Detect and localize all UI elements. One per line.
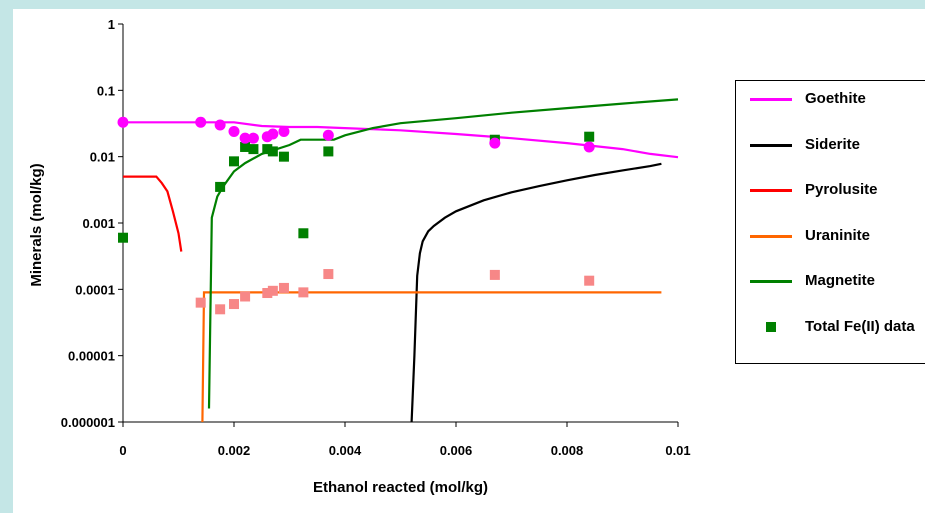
- x-tick-label: 0: [119, 443, 126, 458]
- legend-label: Goethite: [805, 90, 866, 107]
- data-point-total-fe-ii-data: [278, 151, 289, 162]
- x-tick-label: 0.01: [665, 443, 690, 458]
- series-line-magnetite: [207, 98, 679, 409]
- data-point-uranium-data: [489, 269, 500, 280]
- y-tick-label: 0.000001: [61, 415, 115, 430]
- legend-line-symbol: [750, 234, 792, 238]
- y-tick-label: 0.1: [97, 83, 115, 98]
- data-point-uranium-data: [240, 291, 251, 302]
- data-point-total-fe-ii-data: [262, 144, 273, 155]
- data-point-total-fe-iii-: [489, 137, 501, 149]
- y-tick-label: 0.00001: [68, 349, 115, 364]
- data-point-total-fe-ii-data: [118, 232, 128, 243]
- legend-swatch: [750, 218, 792, 264]
- y-tick-label: 0.0001: [75, 282, 115, 297]
- x-tick-label: 0.008: [551, 443, 584, 458]
- data-point-total-fe-iii-: [247, 132, 259, 144]
- legend-item: Siderite: [736, 127, 925, 173]
- data-point-total-fe-iii-: [278, 125, 290, 137]
- data-point-total-fe-ii-data: [267, 146, 278, 157]
- data-point-total-fe-ii-data: [215, 181, 226, 192]
- x-tick-label: 0.006: [440, 443, 473, 458]
- legend-label: Total Fe(II) data: [805, 317, 915, 335]
- series-line-goethite: [123, 121, 679, 159]
- series-line-siderite: [410, 162, 662, 422]
- data-point-uranium-data: [278, 282, 289, 293]
- legend-swatch: [750, 127, 792, 173]
- legend-item: Magnetite: [736, 263, 925, 309]
- legend-line-symbol: [750, 280, 792, 283]
- y-tick-label: 0.001: [82, 216, 115, 231]
- series-line-pyrolusite: [123, 175, 183, 252]
- legend-item: Total Fe(II) data: [736, 309, 925, 355]
- data-point-total-fe-iii-: [228, 125, 240, 137]
- x-tick-label: 0.002: [218, 443, 251, 458]
- data-point-total-fe-ii-data: [248, 144, 259, 155]
- legend-line-symbol: [750, 189, 792, 192]
- data-point-total-fe-iii-: [267, 128, 279, 140]
- data-point-total-fe-iii-: [117, 116, 129, 128]
- data-point-total-fe-ii-data: [323, 146, 334, 157]
- y-tick-label: 0.01: [90, 150, 115, 165]
- data-point-uranium-data: [267, 285, 278, 296]
- legend-swatch: [750, 81, 792, 127]
- legend-swatch: [750, 309, 792, 355]
- data-point-total-fe-ii-data: [298, 228, 309, 239]
- legend-square-symbol: [766, 321, 776, 332]
- legend-swatch: [750, 354, 792, 363]
- legend-line-symbol: [750, 98, 792, 101]
- legend-item: Uraninite: [736, 218, 925, 264]
- x-axis-title: Ethanol reacted (mol/kg): [313, 479, 488, 496]
- legend-label: Siderite: [805, 135, 861, 153]
- data-point-total-fe-iii-: [239, 132, 251, 144]
- data-point-total-fe-ii-data: [240, 141, 251, 152]
- data-point-uranium-data: [323, 269, 334, 280]
- legend-label: Pyrolusite: [805, 181, 878, 198]
- data-point-total-fe-ii-data: [584, 131, 595, 142]
- chart-plot: 0.000001 0.00001 0.0001 0.001 0.01 0.1 1 0 0.002…: [28, 17, 691, 496]
- legend-label: Uraninite: [805, 226, 871, 244]
- series-line-uraninite: [201, 291, 662, 422]
- data-point-uranium-data: [584, 275, 595, 286]
- legend-item: Goethite: [736, 81, 925, 127]
- legend-swatch: [750, 263, 792, 309]
- data-point-uranium-data: [215, 304, 226, 315]
- y-axis-title: Minerals (mol/kg): [28, 163, 45, 286]
- x-tick-label: 0.004: [329, 443, 362, 458]
- legend-label: Magnetite: [805, 272, 876, 289]
- data-point-total-fe-iii-: [195, 116, 207, 128]
- data-point-total-fe-iii-: [214, 119, 226, 131]
- data-point-total-fe-iii-: [583, 141, 595, 153]
- legend-swatch: [750, 172, 792, 218]
- legend: Goethite Siderite Pyrolusite Uraninite Magne…: [735, 80, 925, 364]
- legend-item: Pyrolusite: [736, 172, 925, 218]
- data-point-uranium-data: [229, 299, 239, 310]
- data-point-uranium-data: [195, 297, 206, 308]
- y-tick-label: 1: [108, 17, 115, 32]
- legend-item: total Fe(III): [736, 354, 925, 364]
- data-point-uranium-data: [262, 288, 273, 299]
- legend-label: total Fe(III): [805, 363, 925, 364]
- data-point-uranium-data: [298, 287, 309, 298]
- data-point-total-fe-ii-data: [229, 156, 239, 167]
- legend-line-symbol: [750, 143, 792, 147]
- chart-frame: 0.000001 0.00001 0.0001 0.001 0.01 0.1 1 0 0.002…: [13, 9, 925, 513]
- data-point-total-fe-iii-: [322, 129, 334, 141]
